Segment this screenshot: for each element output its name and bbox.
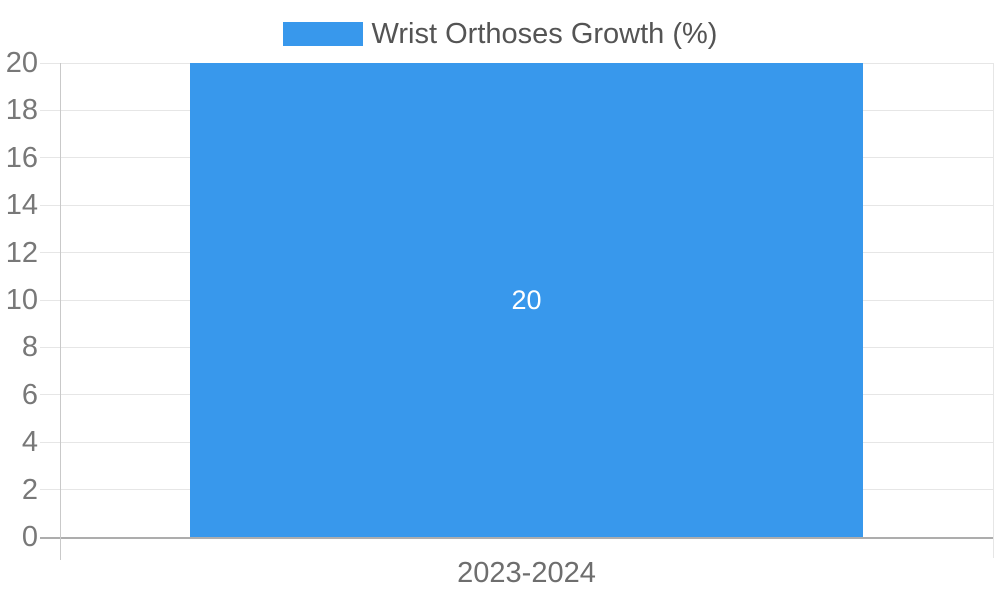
x-axis-baseline — [40, 537, 994, 539]
legend-label: Wrist Orthoses Growth (%) — [371, 18, 718, 50]
y-tick-label: 8 — [21, 331, 38, 364]
y-tick-label: 16 — [5, 141, 38, 174]
y-tick-label: 0 — [21, 521, 38, 553]
y-tick-label: 12 — [5, 236, 38, 269]
legend[interactable]: Wrist Orthoses Growth (%) — [0, 18, 1000, 50]
plot-right-border — [993, 63, 994, 558]
y-tick-label: 18 — [5, 94, 38, 127]
y-tick-label: 6 — [21, 378, 38, 411]
y-tick-label: 2 — [21, 473, 38, 506]
y-tick-label: 14 — [5, 189, 38, 222]
legend-swatch — [282, 22, 363, 46]
x-axis-category-label: 2023-2024 — [457, 557, 596, 589]
bar-value-label: 20 — [511, 284, 542, 315]
bar[interactable]: 20 — [190, 63, 863, 537]
y-tick-label: 10 — [5, 284, 38, 316]
y-tick-label: 4 — [21, 426, 38, 459]
y-axis-line — [60, 63, 61, 560]
y-tick-label: 20 — [5, 47, 38, 79]
